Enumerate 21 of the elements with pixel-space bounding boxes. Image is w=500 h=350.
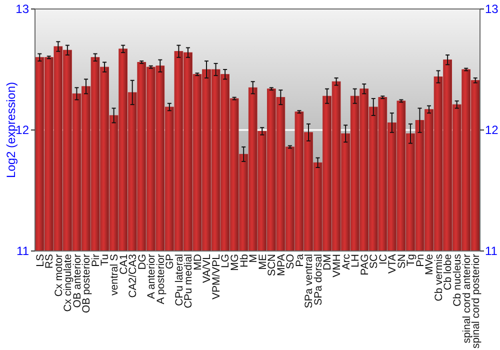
x-tick-label: RS [44,254,56,269]
x-tick-label: spinal cord anterior [460,253,473,344]
x-tick-label: SPa dorsal [312,254,324,306]
x-tick-label: LG [220,254,232,268]
y2-tick-label: 12 [485,123,499,138]
x-tick-label: Cb nucleus [452,254,464,307]
y-axis-title: Log2 (expression) [4,82,18,178]
x-tick-label: Cb lobe [442,254,454,290]
x-tick-label: Arc [340,254,352,270]
y2-tick-label: 11 [485,244,498,258]
y2-tick-label: 13 [485,2,499,16]
x-tick-label: spinal cord posterior [470,253,482,349]
x-tick-label: Hb [238,254,250,268]
y-tick-label: 13 [16,2,30,16]
x-tick-label: GP [164,254,176,270]
x-tick-label: LS [34,254,46,267]
x-tick-label: MG [229,254,241,271]
y-tick-label: 11 [16,244,30,258]
y-tick-label: 12 [16,123,30,138]
x-tick-label: CA1 [118,254,130,274]
x-tick-label: Tg [405,254,418,266]
